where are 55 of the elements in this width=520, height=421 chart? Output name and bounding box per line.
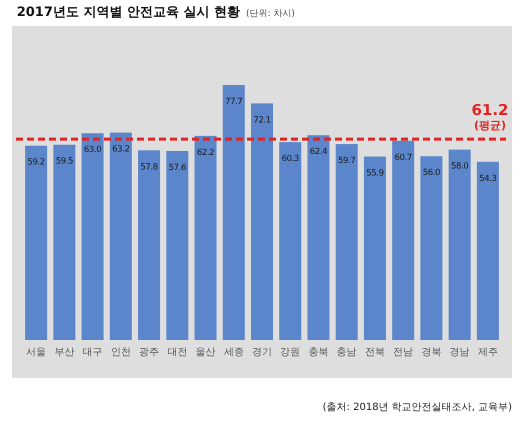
x-tick-label: 경기 (252, 347, 272, 358)
bar (82, 133, 104, 340)
data-label: 77.7 (225, 97, 242, 107)
data-label: 59.5 (56, 156, 74, 167)
chart-title: 2017년도 지역별 안전교육 실시 현황 (16, 5, 240, 20)
bar (448, 150, 471, 340)
x-tick-label: 제주 (478, 347, 498, 358)
x-tick-label: 세종 (224, 347, 244, 358)
bar (307, 135, 330, 340)
bar (364, 156, 386, 340)
x-tick-label: 부산 (54, 347, 74, 358)
bar (420, 156, 442, 340)
data-label: 57.6 (168, 162, 186, 173)
bar (250, 103, 274, 340)
data-label: 60.3 (282, 154, 299, 164)
data-label: 55.9 (366, 168, 384, 179)
data-label: 63.0 (84, 145, 102, 156)
x-tick-label: 광주 (139, 347, 160, 358)
x-tick-label: 전남 (393, 347, 414, 358)
bar (194, 136, 217, 340)
data-label: 63.2 (112, 144, 130, 155)
x-tick-label: 대전 (167, 347, 188, 358)
x-tick-label: 인천 (110, 347, 131, 358)
bar (53, 144, 76, 340)
ref-line-label: 61.2 (평균) (471, 101, 509, 132)
data-label: 59.7 (338, 156, 356, 166)
chart-subtitle: (단위: 차시) (246, 9, 295, 19)
x-tick-label: 경북 (421, 347, 442, 358)
data-label: 72.1 (253, 115, 271, 126)
data-label: 57.8 (140, 162, 158, 172)
data-label: 60.7 (394, 152, 412, 163)
bar (110, 132, 132, 340)
bar (279, 142, 302, 340)
data-label: 58.0 (450, 162, 468, 172)
data-label: 62.2 (196, 148, 214, 158)
x-tick-label: 충남 (336, 347, 357, 358)
text: (출처: 2018년 학교안전실태조사, 교육부) (322, 402, 512, 413)
data-label: 62.4 (310, 147, 328, 158)
x-tick-label: 울산 (196, 347, 216, 358)
x-tick-label: 전북 (364, 347, 385, 358)
data-label: 56.0 (422, 168, 440, 178)
bar (25, 146, 48, 340)
bar (166, 150, 188, 340)
x-tick-label: 경남 (450, 347, 470, 358)
x-tick-label: 강원 (280, 347, 300, 358)
data-label: 59.2 (27, 158, 45, 168)
x-tick-label: 대구 (82, 347, 103, 358)
bar (476, 162, 499, 340)
bar (336, 144, 358, 340)
data-label: 54.3 (479, 174, 497, 184)
bar (392, 140, 414, 340)
x-tick-label: 서울 (26, 347, 46, 358)
bar (222, 85, 245, 340)
x-tick-label: 충북 (308, 347, 328, 358)
bar (138, 150, 160, 340)
